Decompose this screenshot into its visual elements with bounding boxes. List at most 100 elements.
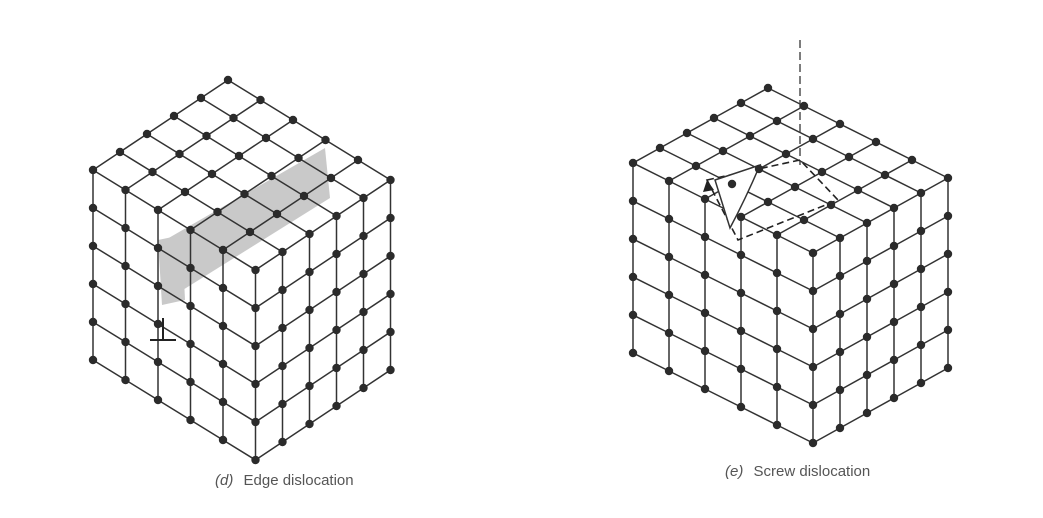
atom [305,419,314,429]
lattice-bond [124,265,159,287]
atom [359,193,368,203]
atom [218,321,228,331]
lattice-bond [146,115,175,135]
lattice-bond [668,294,706,314]
lattice-bond [238,137,267,157]
lattice-bond [265,119,294,139]
lattice-bond [830,189,859,206]
atom [218,435,228,445]
lattice-bond [173,97,202,117]
lattice-bond [893,306,922,323]
atom [386,327,395,337]
atom [700,384,710,394]
atom [186,225,195,235]
atom [718,146,728,156]
atom [386,213,395,223]
lattice-bond [330,159,359,179]
atom [218,359,228,369]
atom [186,263,195,273]
lattice-bond [839,123,877,143]
lattice-bond [704,388,742,408]
lattice-bond [335,349,365,369]
lattice-bond [713,117,751,137]
atom [808,134,818,144]
lattice-bond [227,79,262,101]
atom [808,400,818,410]
atom [121,223,130,233]
lattice-bond [362,369,392,389]
atom [727,179,737,189]
atom [664,366,674,376]
lattice-bond [92,283,127,305]
atom [700,308,710,318]
lattice-bond [222,439,257,461]
caption-edge: (d) Edge dislocation [215,472,354,489]
lattice-bond [232,117,267,139]
lattice-bond [92,169,127,191]
atom [251,455,260,465]
atom [916,302,926,312]
lattice-bond [330,177,365,199]
atom [88,165,98,175]
lattice-bond [259,99,294,121]
lattice-bond [794,186,832,206]
atom [261,133,271,143]
atom [169,111,179,121]
atom [943,325,953,335]
lattice-bond [189,267,224,289]
atom [664,214,674,224]
lattice-bond [281,271,311,291]
atom [844,152,854,162]
lattice-bond [157,285,192,307]
lattice-bond [704,312,742,332]
atom [359,345,368,355]
atom [305,343,314,353]
lattice-bond [189,305,224,327]
screw-dislocation-diagram [628,40,953,448]
lattice-bond [920,367,949,384]
atom [790,182,800,192]
atom [88,279,98,289]
atom [251,417,260,427]
atom [835,271,845,281]
atom [916,378,926,388]
atom [943,249,953,259]
lattice-bond [335,197,365,217]
lattice-bond [740,406,778,426]
atom [754,164,764,174]
lattice-bond [920,253,949,270]
lattice-bond [124,379,159,401]
lattice-bond [281,347,311,367]
lattice-bond [776,310,814,330]
screw-lattice-bonds [632,87,949,444]
atom [799,215,809,225]
atom [862,408,872,418]
lattice-bond [785,138,814,155]
atom [862,294,872,304]
lattice-bond [776,120,814,140]
lattice-bond [281,233,311,253]
atom [835,309,845,319]
lattice-bond [265,137,300,159]
atom [655,143,665,153]
lattice-bond [776,386,814,406]
atom [808,362,818,372]
atom [835,119,845,129]
atom [880,170,890,180]
lattice-bond [205,117,235,137]
atom [142,129,152,139]
atom [853,185,863,195]
atom [628,234,638,244]
atom [889,241,899,251]
atom [218,245,228,255]
atom [700,270,710,280]
atom [234,151,244,161]
atom [332,325,341,335]
lattice-bond [893,344,922,361]
lattice-bond [249,231,284,253]
lattice-bond [222,363,257,385]
atom [709,113,719,123]
atom [121,337,130,347]
lattice-bond [222,231,251,251]
lattice-bond [740,292,778,312]
